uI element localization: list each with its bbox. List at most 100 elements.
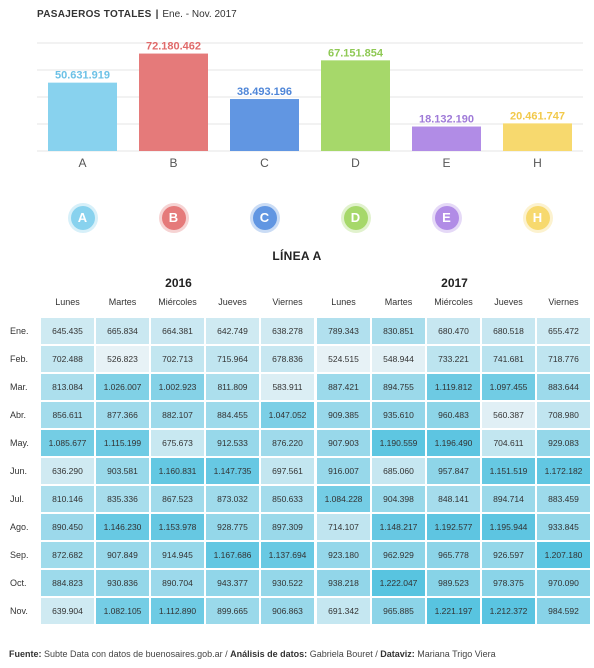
chart-period: Ene. - Nov. 2017	[162, 9, 237, 20]
heatmap-cell: 810.146	[41, 486, 94, 512]
heatmap-cell: 903.581	[96, 458, 149, 484]
heatmap-cell: 1.119.812	[427, 374, 480, 400]
title-separator: |	[155, 9, 159, 20]
footer-source-label: Fuente:	[9, 649, 42, 659]
heatmap-cell: 830.851	[372, 318, 425, 344]
heatmap-cell: 984.592	[537, 598, 590, 624]
heatmap-cell: 912.533	[206, 430, 259, 456]
heatmap-cell: 894.755	[372, 374, 425, 400]
heatmap-cell: 1.082.105	[96, 598, 149, 624]
bar-value-label: 20.461.747	[510, 110, 565, 122]
bar-value-label: 50.631.919	[55, 70, 110, 82]
heatmap-cell: 1.207.180	[537, 542, 590, 568]
heatmap-cell: 1.146.230	[96, 514, 149, 540]
heatmap-cell: 978.375	[482, 570, 535, 596]
heatmap-cell: 887.421	[317, 374, 370, 400]
heatmap-cell: 636.290	[41, 458, 94, 484]
heatmap-cell: 904.398	[372, 486, 425, 512]
heatmap-cell: 691.342	[317, 598, 370, 624]
heatmap-cell: 1.047.052	[261, 402, 314, 428]
column-label: Jueves	[494, 297, 523, 307]
heatmap-cell: 989.523	[427, 570, 480, 596]
heatmap-cell: 697.561	[261, 458, 314, 484]
heatmap-cell: 890.450	[41, 514, 94, 540]
heatmap-cell: 524.515	[317, 346, 370, 372]
heatmap-cell: 714.107	[317, 514, 370, 540]
year-label: 2016	[165, 276, 192, 290]
heatmap-cell: 856.611	[41, 402, 94, 428]
heatmap-cell: 1.153.978	[151, 514, 204, 540]
heatmap-cell: 938.218	[317, 570, 370, 596]
heatmap-cell: 930.522	[261, 570, 314, 596]
heatmap-cell: 914.945	[151, 542, 204, 568]
chart-title: PASAJEROS TOTALES	[37, 9, 152, 20]
bar-value-label: 18.132.190	[419, 114, 474, 126]
line-button-d[interactable]: D	[343, 206, 368, 230]
heatmap-cell: 678.836	[261, 346, 314, 372]
column-label: Miércoles	[158, 297, 197, 307]
footer-analysis-label: Análisis de datos:	[230, 649, 308, 659]
heatmap-cell: 965.885	[372, 598, 425, 624]
column-label: Lunes	[331, 297, 356, 307]
heatmap-cell: 685.060	[372, 458, 425, 484]
heatmap-cell: 1.084.228	[317, 486, 370, 512]
heatmap-cell: 715.964	[206, 346, 259, 372]
line-button-a[interactable]: A	[70, 206, 95, 230]
heatmap-cell: 1.195.944	[482, 514, 535, 540]
bar-e	[412, 126, 481, 151]
heatmap-cell: 943.377	[206, 570, 259, 596]
line-button-c[interactable]: C	[252, 206, 277, 230]
category-label: H	[533, 156, 542, 170]
heatmap-cell: 884.455	[206, 402, 259, 428]
bar-b	[139, 53, 208, 151]
column-label: Martes	[384, 297, 413, 307]
line-button-e[interactable]: E	[434, 206, 459, 230]
line-button-h[interactable]: H	[525, 206, 550, 230]
column-label: Viernes	[548, 297, 579, 307]
bar-h	[503, 123, 572, 151]
column-label: Miércoles	[434, 297, 473, 307]
heatmap-cell: 1.151.519	[482, 458, 535, 484]
heatmap-cell: 526.823	[96, 346, 149, 372]
year-label: 2017	[441, 276, 468, 290]
heatmap-cell: 835.336	[96, 486, 149, 512]
category-label: C	[260, 156, 269, 170]
category-label: B	[169, 156, 177, 170]
heatmap-cell: 1.002.923	[151, 374, 204, 400]
heatmap-cell: 813.084	[41, 374, 94, 400]
heatmap-cell: 873.032	[206, 486, 259, 512]
heatmap-cell: 718.776	[537, 346, 590, 372]
heatmap-cell: 882.107	[151, 402, 204, 428]
heatmap-cell: 733.221	[427, 346, 480, 372]
column-label: Jueves	[218, 297, 247, 307]
heatmap-cell: 680.518	[482, 318, 535, 344]
heatmap-cell: 665.834	[96, 318, 149, 344]
heatmap-cell: 899.665	[206, 598, 259, 624]
heatmap-cell: 894.714	[482, 486, 535, 512]
footer: Fuente: Subte Data con datos de buenosai…	[9, 649, 496, 659]
heatmap-cell: 741.681	[482, 346, 535, 372]
heatmap-cell: 867.523	[151, 486, 204, 512]
category-label: E	[442, 156, 450, 170]
heatmap-cell: 1.097.455	[482, 374, 535, 400]
heatmap-cell: 907.903	[317, 430, 370, 456]
heatmap-cell: 655.472	[537, 318, 590, 344]
row-label: Ago.	[10, 522, 29, 532]
heatmap-title: LÍNEA A	[272, 249, 322, 263]
heatmap-cell: 1.137.694	[261, 542, 314, 568]
heatmap-cell: 1.148.217	[372, 514, 425, 540]
heatmap-cell: 675.673	[151, 430, 204, 456]
heatmap-cell: 680.470	[427, 318, 480, 344]
column-label: Martes	[108, 297, 137, 307]
row-label: Ene.	[10, 326, 29, 336]
heatmap-cell: 933.845	[537, 514, 590, 540]
line-button-b[interactable]: B	[161, 206, 186, 230]
heatmap-cell: 848.141	[427, 486, 480, 512]
heatmap-cell: 930.836	[96, 570, 149, 596]
heatmap-cell: 1.172.182	[537, 458, 590, 484]
row-label: Abr.	[10, 410, 27, 420]
heatmap-cell: 1.147.735	[206, 458, 259, 484]
heatmap-cell: 664.381	[151, 318, 204, 344]
heatmap-cell: 645.435	[41, 318, 94, 344]
heatmap-cell: 926.597	[482, 542, 535, 568]
